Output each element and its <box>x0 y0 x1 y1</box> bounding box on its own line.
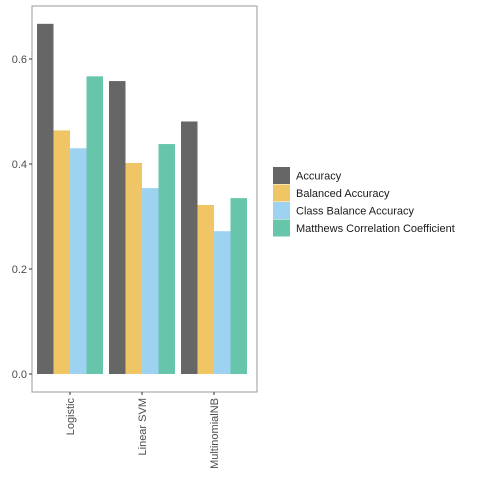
y-axis: 0.0 0.2 0.4 0.6 <box>12 54 32 381</box>
bar <box>214 231 231 374</box>
y-tick-label: 0.2 <box>12 264 27 276</box>
x-axis: Logistic Linear SVM MultinomialNB <box>65 392 221 469</box>
legend-key <box>273 167 290 184</box>
legend-label: Matthews Correlation Coefficient <box>296 223 455 235</box>
bar <box>142 188 159 374</box>
legend-label: Balanced Accuracy <box>296 188 390 200</box>
legend-key <box>273 219 290 237</box>
legend-key <box>273 202 290 219</box>
bar <box>109 81 126 375</box>
x-tick-label: MultinomialNB <box>209 398 221 469</box>
legend: Accuracy Balanced Accuracy Class Balance A… <box>273 167 455 237</box>
bar <box>70 148 87 374</box>
bar <box>86 76 103 374</box>
y-tick-label: 0.0 <box>12 369 27 381</box>
bar <box>181 121 198 374</box>
legend-key <box>273 184 290 202</box>
bar <box>158 144 175 374</box>
bar <box>197 204 214 374</box>
bar <box>53 130 70 374</box>
y-tick-label: 0.4 <box>12 159 27 171</box>
x-tick-label: Logistic <box>65 398 77 436</box>
plot-panel-border <box>31 5 258 393</box>
bar <box>230 198 247 375</box>
bars-layer <box>37 23 247 375</box>
y-tick-label: 0.6 <box>12 54 27 66</box>
bar <box>37 23 54 374</box>
legend-label: Class Balance Accuracy <box>296 206 414 218</box>
legend-label: Accuracy <box>296 171 342 183</box>
x-tick-label: Linear SVM <box>137 398 149 455</box>
bar <box>125 162 142 374</box>
